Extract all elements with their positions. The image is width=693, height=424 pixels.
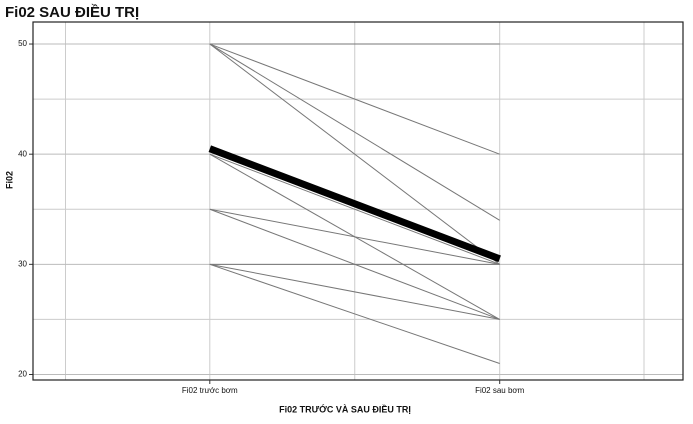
series-line (209, 263, 500, 364)
chart-title: Fi02 SAU ĐIỀU TRỊ (5, 4, 139, 21)
series-line (209, 153, 500, 265)
y-tick-label: 50 (18, 39, 27, 48)
series-line (209, 43, 500, 155)
x-axis-label: Fi02 TRƯỚC VÀ SAU ĐIỀU TRỊ (279, 403, 411, 414)
series-line (209, 43, 501, 265)
y-tick-label: 40 (18, 149, 27, 158)
series-line (209, 208, 500, 265)
y-axis-label: Fi02 (4, 171, 14, 189)
x-tick-label: Fi02 trước bơm (182, 386, 238, 395)
series-line (208, 145, 501, 263)
series-line (209, 43, 500, 221)
y-tick-label: 20 (18, 370, 27, 379)
series-line (209, 263, 500, 320)
x-tick-label: Fi02 sau bơm (475, 386, 525, 395)
plot-border (32, 21, 684, 381)
y-tick-label: 30 (18, 259, 27, 268)
